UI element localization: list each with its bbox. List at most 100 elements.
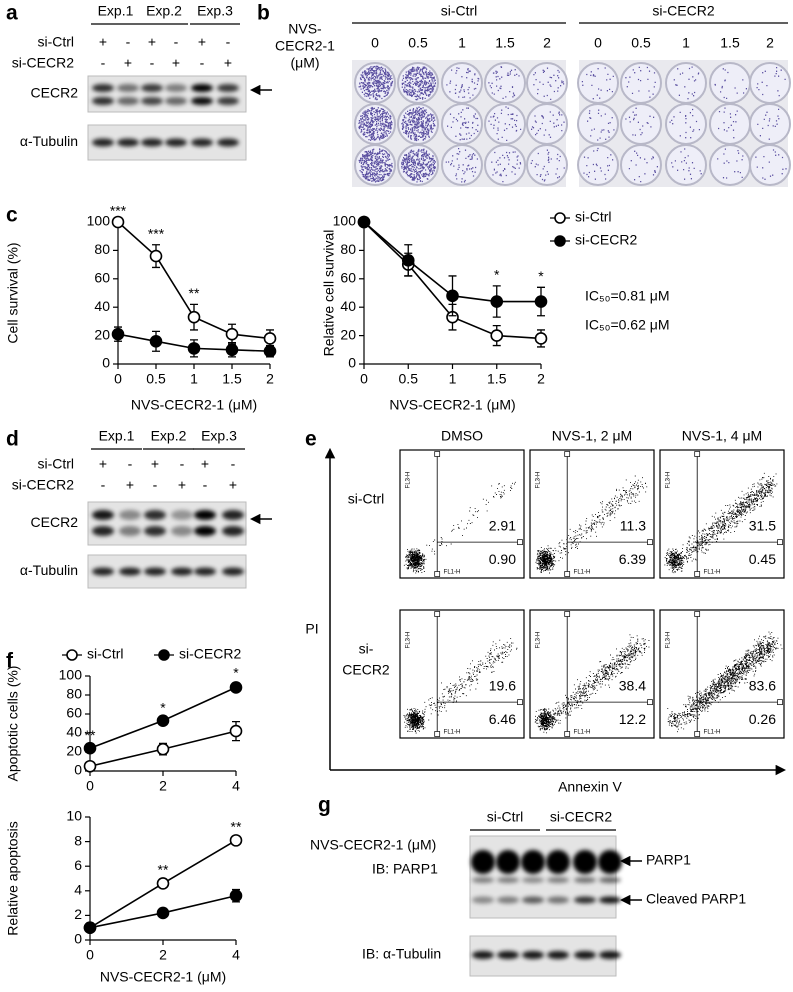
dose-axis-label: NVS- (288, 21, 322, 37)
gate-handle (777, 699, 783, 706)
treatment-label: si-Ctrl (37, 34, 74, 50)
treatment-label: si-CECR2 (12, 55, 74, 71)
group-label: si-Ctrl (487, 809, 524, 825)
band (141, 84, 163, 92)
treatment-sign: + (229, 477, 237, 493)
condition-label: DMSO (441, 428, 483, 444)
quadrant-value: 83.6 (749, 678, 776, 694)
blot (469, 835, 617, 919)
x-axis-label: NVS-CECR2-1 (μM) (100, 969, 226, 985)
data-point (263, 344, 277, 358)
y-tick-label: 100 (87, 213, 111, 229)
band-label: Cleaved PARP1 (646, 891, 746, 907)
data-point (229, 681, 243, 694)
well (749, 62, 791, 104)
plot-x-label: FL1-H (574, 570, 591, 576)
band (222, 510, 244, 520)
plot-x-label: FL1-H (444, 730, 461, 736)
blot-label: IB: PARP1 (372, 861, 438, 877)
y-tick-label: 20 (340, 326, 356, 342)
band (574, 951, 596, 959)
quadrant-value: 2.91 (489, 518, 516, 534)
dose-label: 0 (371, 35, 379, 51)
colonies (671, 148, 702, 180)
blot-label: IB: α-Tubulin (362, 946, 441, 962)
significance-mark: ** (189, 285, 200, 301)
band (144, 526, 166, 536)
data-point (534, 295, 548, 308)
panel-letter: b (257, 2, 270, 25)
y-tick-label: 10 (66, 808, 82, 824)
band (471, 850, 495, 874)
blot-label: α-Tubulin (20, 562, 78, 578)
colonies (755, 149, 787, 180)
data-point (83, 759, 97, 773)
significance-mark: * (233, 664, 239, 680)
y-tick-label: 100 (59, 667, 83, 683)
band (194, 510, 216, 520)
y-tick-label: 60 (340, 270, 356, 286)
band (119, 567, 141, 576)
well (665, 144, 707, 186)
blot-label: CECR2 (31, 85, 79, 101)
treatment-sign: + (124, 55, 132, 71)
data-point (111, 327, 125, 341)
well (526, 103, 568, 145)
well (526, 62, 568, 104)
legend-marker (554, 235, 566, 247)
dose-label: 2 (766, 35, 774, 51)
y-axis-label: Apoptotic cells (%) (5, 666, 21, 782)
band (92, 138, 114, 147)
band (497, 877, 519, 883)
y-tick-label: 40 (94, 298, 110, 314)
band (117, 84, 139, 92)
well (665, 62, 707, 104)
data-point (490, 329, 504, 342)
colonies (401, 66, 437, 101)
band (497, 951, 519, 959)
y-tick-label: 20 (94, 326, 110, 342)
quadrant-value: 11.3 (620, 518, 646, 534)
flow-events (667, 631, 783, 733)
band (522, 896, 544, 904)
band (599, 877, 621, 883)
y-axis-label: Relative apoptosis (5, 821, 21, 935)
flow-events (535, 475, 648, 574)
experiment-label: Exp.1 (99, 428, 135, 444)
quadrant-value: 19.6 (489, 678, 516, 694)
band (547, 951, 569, 959)
band (217, 138, 239, 147)
x-tick-label: 0 (114, 371, 122, 387)
panel-letter: a (6, 2, 18, 25)
well (577, 103, 619, 145)
treatment-sign: + (198, 34, 206, 50)
well (484, 62, 526, 104)
y-tick-label: 80 (94, 241, 110, 257)
band (598, 850, 622, 874)
band (92, 97, 114, 105)
band (119, 510, 141, 520)
experiment-label: Exp.2 (146, 3, 182, 19)
dose-label: 0 (594, 35, 602, 51)
significance-mark: * (538, 268, 544, 284)
band (92, 84, 114, 92)
significance-mark: * (160, 699, 166, 715)
dose-label: 2 (543, 35, 551, 51)
plot-x-label: FL1-H (574, 730, 591, 736)
colonies (358, 65, 394, 101)
well (709, 144, 751, 186)
x-tick-label: 2 (537, 371, 545, 387)
band (546, 850, 570, 874)
band (522, 877, 544, 883)
significance-mark: *** (148, 225, 165, 241)
y-tick-label: 2 (74, 906, 82, 922)
legend-marker (158, 649, 170, 661)
blot (87, 501, 247, 546)
ic50-label: IC₅₀=0.62 μM (585, 317, 670, 333)
colonies (358, 148, 393, 183)
band (171, 510, 193, 520)
flow-plot (659, 449, 785, 579)
band (165, 97, 187, 105)
treatment-sign: - (101, 477, 106, 493)
